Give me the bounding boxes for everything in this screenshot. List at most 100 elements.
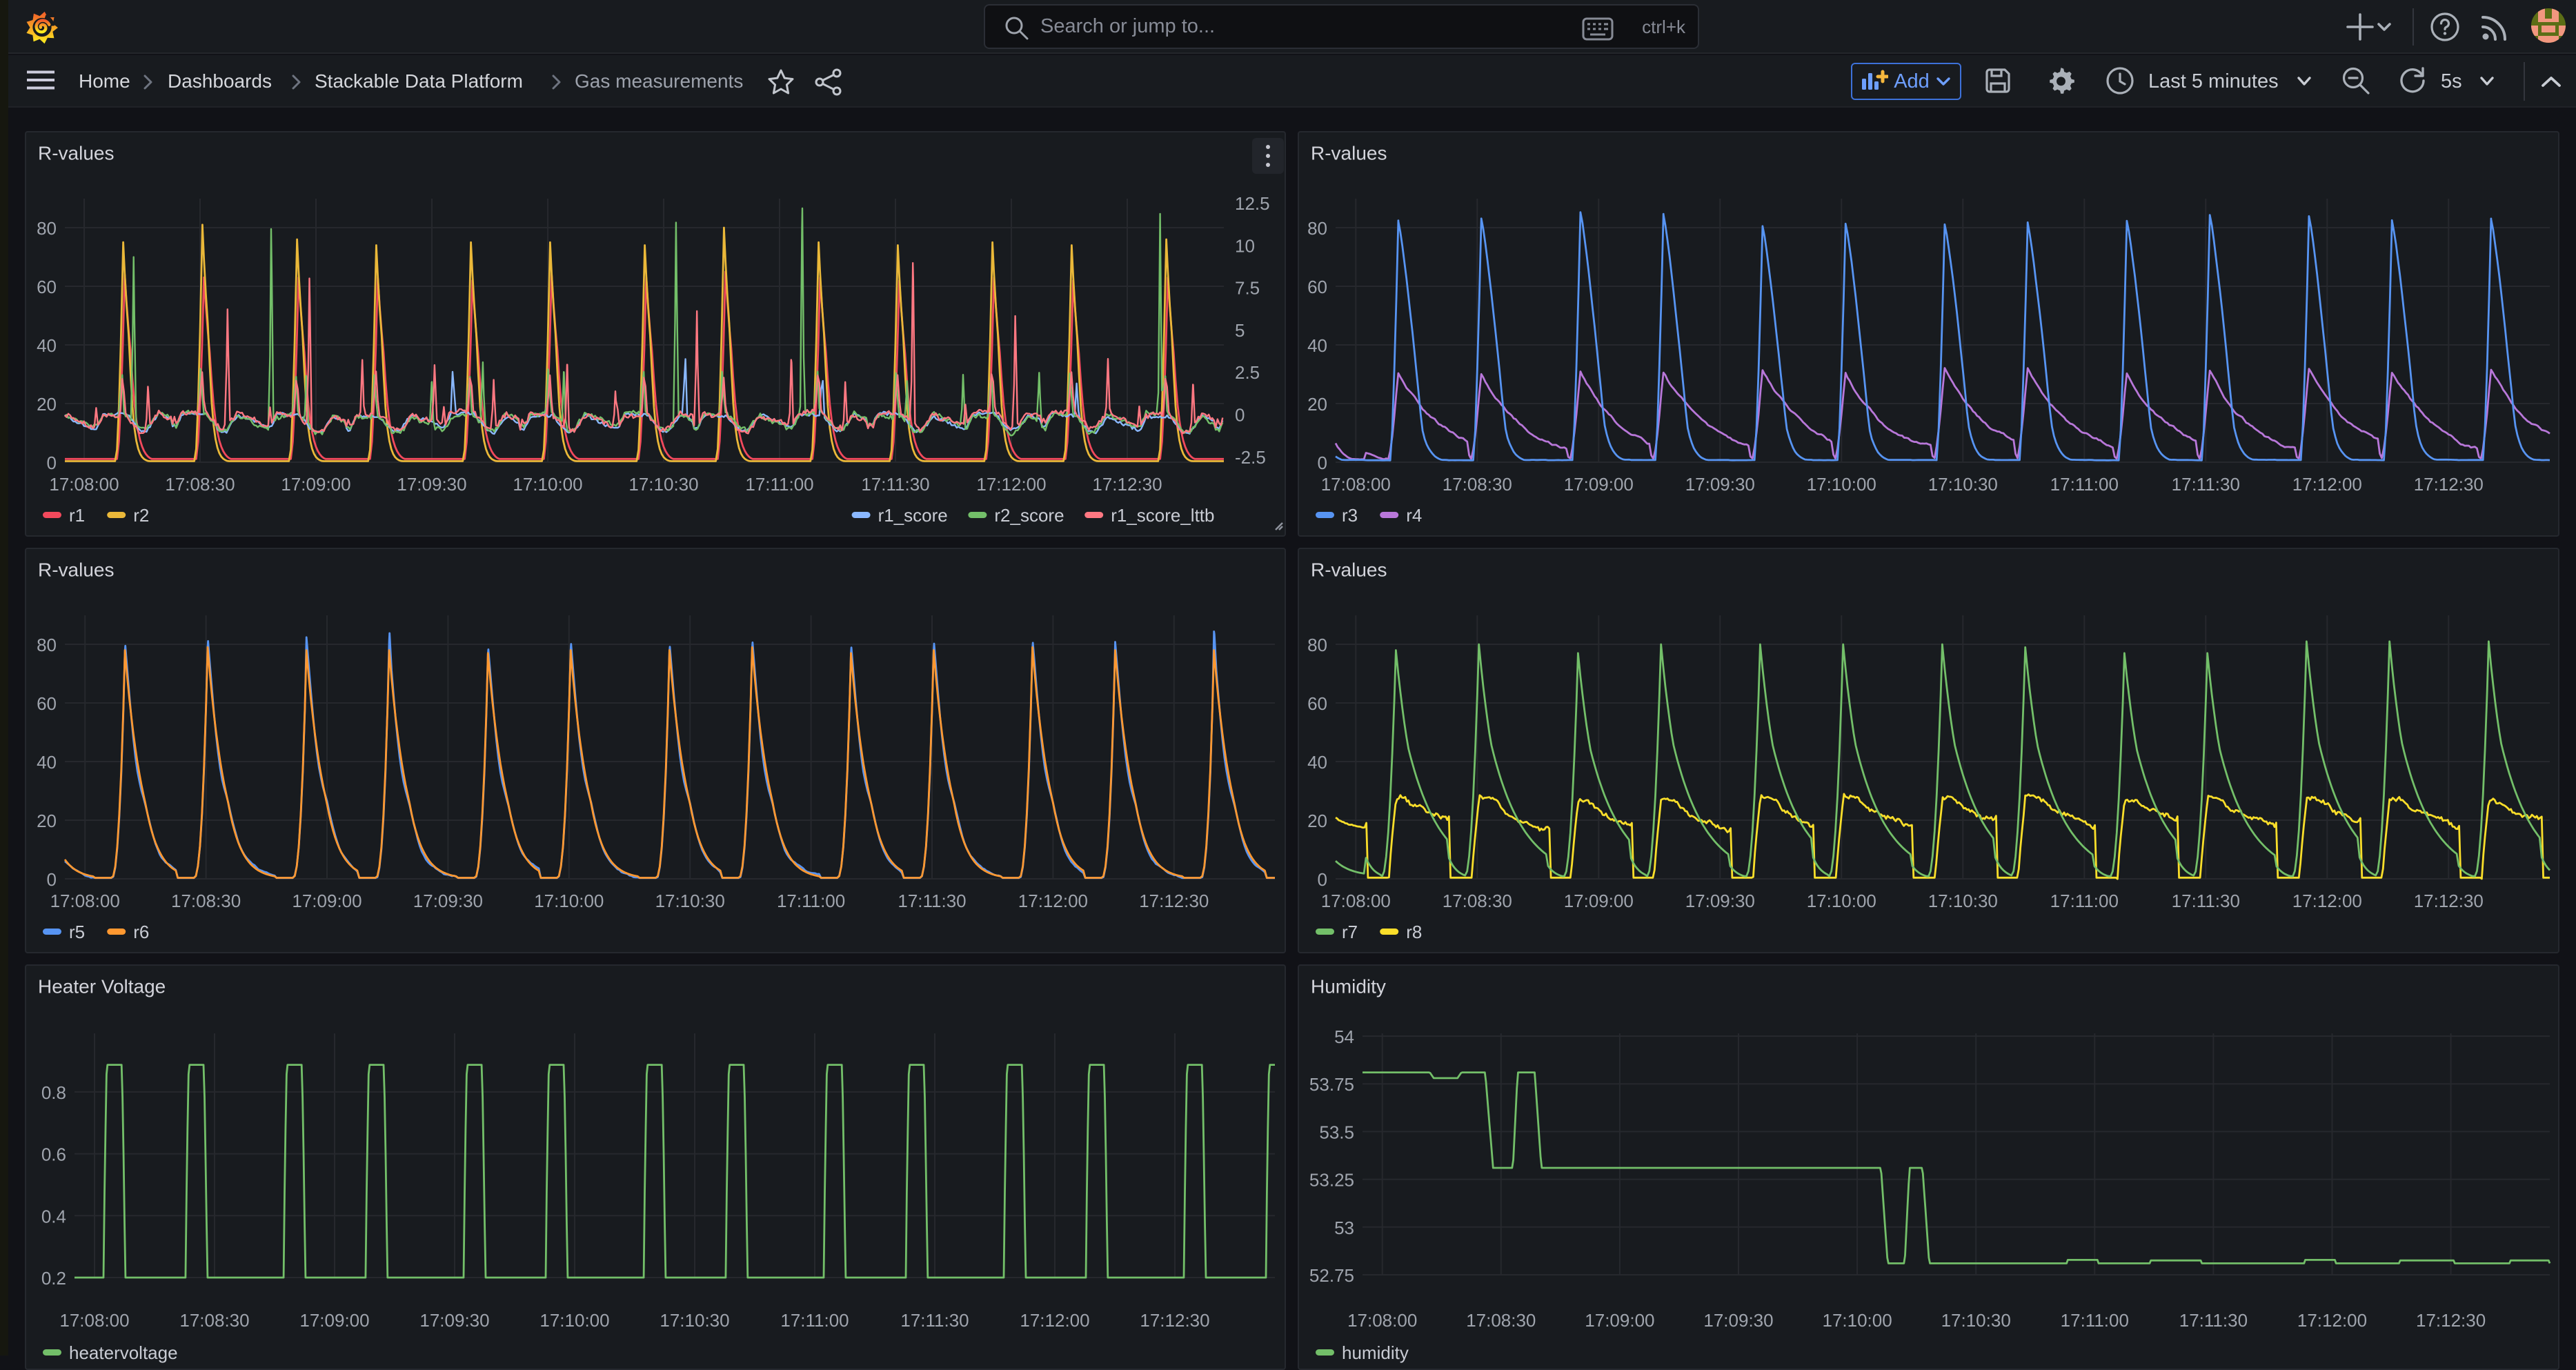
- svg-text:r1: r1: [69, 505, 85, 526]
- svg-text:40: 40: [37, 335, 57, 356]
- svg-text:17:09:00: 17:09:00: [1564, 474, 1634, 495]
- svg-text:r4: r4: [1406, 505, 1422, 526]
- svg-text:17:09:30: 17:09:30: [419, 1310, 489, 1331]
- svg-text:17:10:00: 17:10:00: [1807, 474, 1876, 495]
- svg-text:0.6: 0.6: [41, 1144, 66, 1165]
- svg-text:53.25: 53.25: [1309, 1170, 1354, 1191]
- svg-text:R-values: R-values: [1311, 559, 1387, 581]
- svg-text:20: 20: [1307, 811, 1327, 831]
- svg-text:17:12:00: 17:12:00: [2292, 474, 2362, 495]
- svg-text:17:12:30: 17:12:30: [1092, 474, 1162, 495]
- svg-text:17:11:30: 17:11:30: [900, 1310, 969, 1331]
- svg-text:17:11:00: 17:11:00: [777, 891, 845, 911]
- svg-text:17:12:00: 17:12:00: [2292, 891, 2362, 911]
- svg-text:17:11:00: 17:11:00: [2050, 891, 2119, 911]
- svg-text:17:09:30: 17:09:30: [1703, 1310, 1773, 1331]
- svg-text:17:09:00: 17:09:00: [1564, 891, 1634, 911]
- svg-text:80: 80: [1307, 218, 1327, 239]
- svg-text:20: 20: [37, 811, 57, 831]
- svg-text:40: 40: [1307, 335, 1327, 356]
- svg-text:17:12:30: 17:12:30: [1140, 1310, 1209, 1331]
- svg-text:0.8: 0.8: [41, 1082, 66, 1103]
- svg-text:r5: r5: [69, 922, 85, 942]
- svg-text:17:08:30: 17:08:30: [179, 1310, 249, 1331]
- svg-text:0: 0: [1318, 453, 1327, 473]
- svg-text:17:09:00: 17:09:00: [281, 474, 350, 495]
- svg-text:0: 0: [47, 453, 57, 473]
- svg-text:80: 80: [1307, 635, 1327, 655]
- svg-text:17:08:30: 17:08:30: [165, 474, 235, 495]
- svg-text:heatervoltage: heatervoltage: [69, 1342, 178, 1363]
- svg-text:0: 0: [1235, 405, 1245, 426]
- svg-text:17:10:00: 17:10:00: [534, 891, 604, 911]
- svg-text:0: 0: [47, 869, 57, 890]
- svg-text:Humidity: Humidity: [1311, 976, 1386, 997]
- svg-text:17:10:30: 17:10:30: [1941, 1310, 2011, 1331]
- svg-text:17:09:30: 17:09:30: [413, 891, 483, 911]
- svg-text:53.75: 53.75: [1309, 1074, 1354, 1095]
- svg-text:r2: r2: [133, 505, 149, 526]
- svg-text:r1_score_lttb: r1_score_lttb: [1111, 505, 1214, 526]
- svg-text:Heater Voltage: Heater Voltage: [38, 976, 166, 997]
- svg-text:17:12:00: 17:12:00: [1018, 891, 1088, 911]
- svg-text:0: 0: [1318, 869, 1327, 890]
- svg-text:17:08:00: 17:08:00: [1347, 1310, 1417, 1331]
- svg-text:17:09:00: 17:09:00: [299, 1310, 369, 1331]
- svg-text:17:10:30: 17:10:30: [660, 1310, 729, 1331]
- svg-text:17:10:00: 17:10:00: [513, 474, 582, 495]
- svg-text:17:12:30: 17:12:30: [2414, 474, 2484, 495]
- svg-text:17:10:00: 17:10:00: [1822, 1310, 1892, 1331]
- svg-text:r3: r3: [1342, 505, 1358, 526]
- svg-text:54: 54: [1334, 1026, 1354, 1047]
- svg-text:17:12:00: 17:12:00: [1020, 1310, 1089, 1331]
- svg-text:R-values: R-values: [38, 143, 114, 164]
- svg-text:r8: r8: [1406, 922, 1422, 942]
- svg-text:20: 20: [1307, 394, 1327, 415]
- svg-text:52.75: 52.75: [1309, 1265, 1354, 1286]
- svg-text:R-values: R-values: [1311, 143, 1387, 164]
- svg-text:-2.5: -2.5: [1235, 447, 1266, 468]
- svg-text:17:10:30: 17:10:30: [655, 891, 725, 911]
- svg-text:17:09:30: 17:09:30: [1685, 474, 1755, 495]
- svg-text:r1_score: r1_score: [878, 505, 948, 526]
- svg-text:40: 40: [1307, 752, 1327, 773]
- svg-text:10: 10: [1235, 235, 1255, 256]
- svg-text:53: 53: [1334, 1218, 1354, 1238]
- svg-text:r2_score: r2_score: [994, 505, 1064, 526]
- svg-text:17:12:00: 17:12:00: [976, 474, 1046, 495]
- svg-text:17:08:00: 17:08:00: [1321, 474, 1391, 495]
- svg-text:2.5: 2.5: [1235, 362, 1260, 383]
- svg-text:17:10:30: 17:10:30: [1928, 891, 1998, 911]
- svg-text:17:12:30: 17:12:30: [2416, 1310, 2486, 1331]
- svg-text:17:11:00: 17:11:00: [780, 1310, 849, 1331]
- svg-text:60: 60: [37, 277, 57, 297]
- svg-text:17:11:00: 17:11:00: [2061, 1310, 2129, 1331]
- svg-text:17:09:00: 17:09:00: [292, 891, 361, 911]
- svg-text:17:08:00: 17:08:00: [50, 891, 120, 911]
- svg-text:60: 60: [37, 693, 57, 714]
- svg-text:17:08:00: 17:08:00: [49, 474, 119, 495]
- svg-text:17:10:30: 17:10:30: [1928, 474, 1998, 495]
- svg-text:12.5: 12.5: [1235, 193, 1270, 214]
- svg-text:17:11:30: 17:11:30: [2172, 891, 2240, 911]
- svg-text:17:12:00: 17:12:00: [2297, 1310, 2367, 1331]
- svg-text:17:08:30: 17:08:30: [1443, 474, 1512, 495]
- svg-text:17:10:30: 17:10:30: [628, 474, 698, 495]
- svg-text:7.5: 7.5: [1235, 278, 1260, 299]
- svg-text:17:08:30: 17:08:30: [1466, 1310, 1536, 1331]
- svg-text:80: 80: [37, 218, 57, 239]
- svg-text:17:11:30: 17:11:30: [2179, 1310, 2248, 1331]
- svg-text:17:08:00: 17:08:00: [1321, 891, 1391, 911]
- svg-text:17:10:00: 17:10:00: [1807, 891, 1876, 911]
- svg-text:17:11:30: 17:11:30: [2172, 474, 2240, 495]
- svg-text:17:09:00: 17:09:00: [1585, 1310, 1654, 1331]
- svg-text:80: 80: [37, 635, 57, 655]
- svg-text:17:12:30: 17:12:30: [2414, 891, 2484, 911]
- svg-text:0.2: 0.2: [41, 1268, 66, 1289]
- svg-text:60: 60: [1307, 693, 1327, 714]
- svg-text:R-values: R-values: [38, 559, 114, 581]
- svg-text:17:11:30: 17:11:30: [861, 474, 929, 495]
- svg-text:17:09:30: 17:09:30: [397, 474, 466, 495]
- svg-text:17:08:30: 17:08:30: [1443, 891, 1512, 911]
- svg-text:53.5: 53.5: [1319, 1122, 1354, 1142]
